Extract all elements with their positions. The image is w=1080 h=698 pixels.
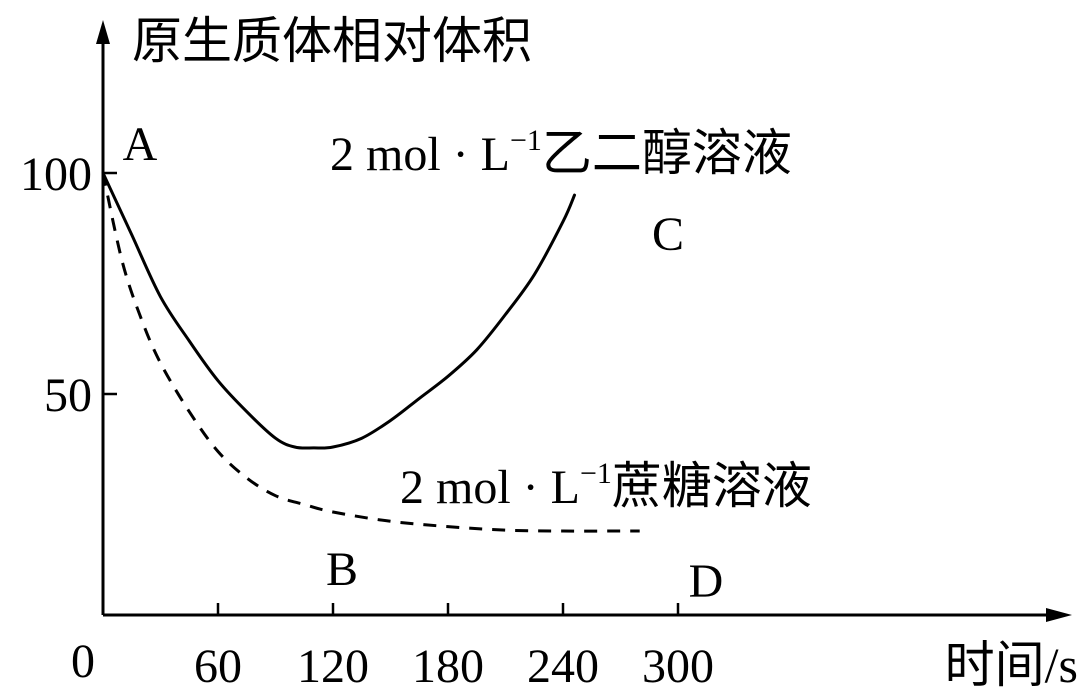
axes	[96, 20, 1072, 622]
x-tick-label: 60	[194, 640, 242, 693]
point-label-b: B	[326, 543, 358, 596]
series-line-ethylene-glycol	[101, 171, 576, 450]
ticks: 60 120 180 240 300 50 100	[20, 148, 714, 693]
y-tick-label: 100	[20, 148, 92, 201]
point-label-d: D	[689, 555, 724, 608]
series-label-ethylene-glycol: 2 mol · L−1乙二醇溶液	[330, 124, 792, 182]
point-label-c: C	[652, 208, 684, 261]
x-tick-label: 240	[527, 640, 599, 693]
point-label-a: A	[123, 118, 158, 171]
y-axis-arrow	[96, 20, 110, 44]
series-line-sucrose	[101, 172, 640, 533]
x-axis-title: 时间/s	[945, 637, 1078, 693]
x-axis-arrow	[1046, 608, 1072, 622]
origin-label: 0	[71, 635, 95, 688]
x-tick-label: 180	[412, 640, 484, 693]
series-lines	[101, 171, 640, 533]
y-tick-label: 50	[44, 369, 92, 422]
series-label-sucrose: 2 mol · L−1蔗糖溶液	[400, 457, 812, 515]
y-axis-title: 原生质体相对体积	[132, 12, 532, 70]
x-tick-label: 120	[297, 640, 369, 693]
x-tick-label: 300	[642, 640, 714, 693]
